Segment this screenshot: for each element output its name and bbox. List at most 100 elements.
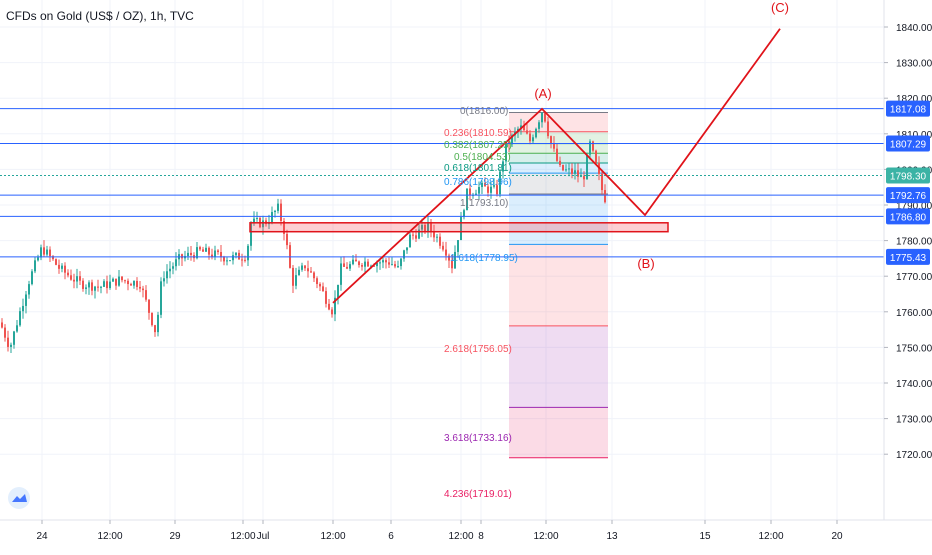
candle-body [337, 284, 339, 298]
level-label-bg [886, 208, 930, 225]
candle-body [175, 259, 177, 267]
candle-body [145, 290, 147, 300]
candle-body [49, 249, 51, 257]
y-tick-label: 1760.00 [896, 308, 932, 319]
candle-body [367, 261, 369, 267]
candle-body [559, 160, 561, 166]
candle-body [442, 245, 444, 250]
candle-body [478, 187, 480, 194]
current-price-label-bg [886, 167, 930, 184]
candle-body [541, 113, 543, 123]
candle-body [292, 267, 294, 286]
candle-body [475, 193, 477, 195]
candle-body [586, 154, 588, 180]
candle-body [199, 247, 201, 250]
candle-body [43, 247, 45, 255]
candle-body [349, 264, 351, 269]
price-level-labels: 1817.08 1807.29 1792.76 1786.80 1775.43 1798.… [886, 100, 930, 265]
candle-body [601, 173, 603, 191]
fib-label-3618: 3.618(1733.16) [444, 433, 512, 444]
x-tick-label: 29 [169, 531, 181, 542]
candle-body [469, 188, 471, 196]
candle-body [73, 279, 75, 282]
candle-body [547, 121, 549, 137]
fib-band [509, 407, 608, 458]
tradingview-logo-icon[interactable] [8, 487, 30, 509]
candle-body [424, 224, 426, 232]
candle-body [4, 327, 6, 338]
fib-band [509, 162, 608, 174]
candle-body [418, 229, 420, 239]
x-tick-label: 24 [36, 531, 48, 542]
candle-body [244, 259, 246, 261]
candle-body [361, 265, 363, 267]
candle-body [82, 280, 84, 289]
candle-body [16, 325, 18, 332]
candle-body [415, 235, 417, 239]
candle-body [481, 182, 483, 188]
wave-label-b: (B) [637, 256, 654, 271]
x-tick-label: 12:00 [533, 531, 558, 542]
fib-label-1618: 1.618(1778.95) [450, 253, 518, 264]
candle-body [550, 136, 552, 144]
candle-body [169, 268, 171, 272]
candle-body [562, 165, 564, 171]
candle-body [295, 275, 297, 286]
candle-body [571, 168, 573, 174]
candle-body [379, 262, 381, 264]
candle-body [298, 269, 300, 276]
candle-body [157, 314, 159, 333]
wave-path-line [332, 28, 781, 304]
candle-body [202, 249, 204, 252]
candle-body [532, 137, 534, 142]
wave-label-c: (C) [771, 0, 789, 15]
fib-band [509, 153, 608, 163]
x-tick-label: 12:00 [448, 531, 473, 542]
candle-body [502, 161, 504, 172]
candle-body [580, 176, 582, 178]
candle-body [214, 250, 216, 257]
candle-body [13, 331, 15, 345]
candle-body [400, 258, 402, 267]
fib-label-4236: 4.236(1719.01) [444, 489, 512, 500]
candle-body [403, 250, 405, 259]
candle-body [499, 171, 501, 195]
candle-body [319, 283, 321, 287]
candle-body [85, 287, 87, 289]
candle-body [307, 268, 309, 272]
candle-body [274, 210, 276, 213]
candle-body [325, 291, 327, 304]
candle-body [166, 271, 168, 279]
candle-body [391, 264, 393, 266]
candle-body [142, 288, 144, 291]
candle-body [553, 143, 555, 149]
candle-body [352, 259, 354, 265]
symbol-title[interactable]: CFDs on Gold (US$ / OZ), 1h, TVC [6, 9, 194, 23]
candle-body [46, 249, 48, 255]
candle-body [67, 272, 69, 276]
candle-body [208, 247, 210, 255]
candle-body [409, 234, 411, 248]
elliott-wave-projection [332, 28, 781, 304]
candle-body [100, 286, 102, 288]
candle-body [136, 280, 138, 287]
wave-label-a: (A) [534, 86, 551, 101]
horizontal-levels [0, 108, 884, 258]
y-tick-label: 1840.00 [896, 23, 932, 34]
candle-body [31, 271, 33, 285]
support-zone-box [249, 222, 669, 233]
candle-body [574, 170, 576, 174]
x-tick-label: 12:00 [758, 531, 783, 542]
fib-band [509, 173, 608, 194]
y-tick-label: 1830.00 [896, 59, 932, 70]
candle-body [148, 299, 150, 313]
level-label-bg [886, 187, 930, 204]
candle-body [238, 252, 240, 260]
candle-body [505, 141, 507, 162]
candle-body [577, 170, 579, 177]
candle-body [364, 261, 366, 267]
candle-body [445, 249, 447, 256]
candle-body [76, 276, 78, 282]
